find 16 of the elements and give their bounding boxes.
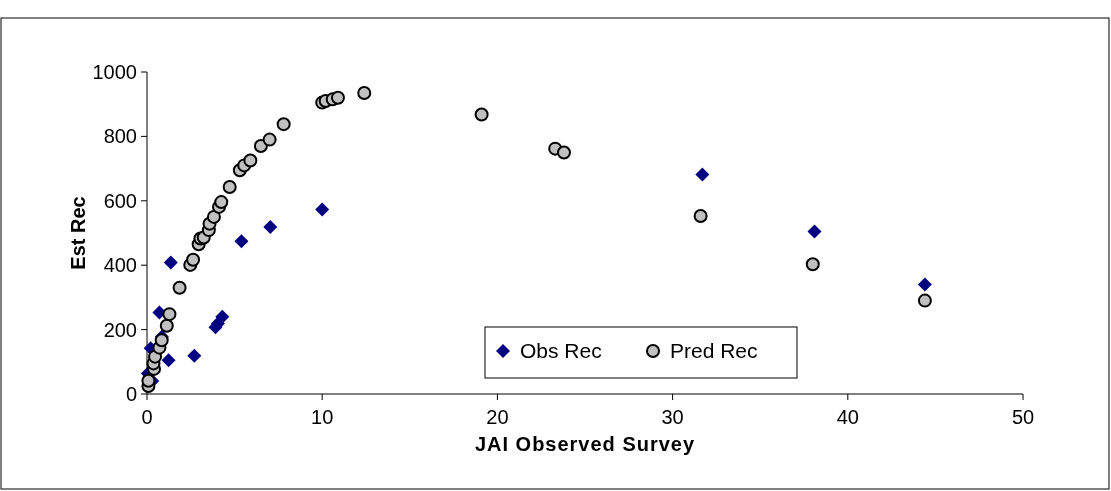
x-tick-label: 10 bbox=[311, 406, 334, 428]
x-tick-label: 30 bbox=[661, 406, 684, 428]
x-tick-label: 40 bbox=[836, 406, 859, 428]
y-tick-label: 600 bbox=[103, 189, 137, 212]
y-tick-label: 1000 bbox=[92, 61, 137, 83]
legend-label: Obs Rec bbox=[520, 339, 602, 363]
y-tick-label: 200 bbox=[103, 318, 137, 341]
x-tick-label: 0 bbox=[141, 406, 153, 428]
y-tick-label: 400 bbox=[103, 254, 137, 277]
x-tick-label: 50 bbox=[1011, 406, 1035, 428]
y-tick-label: 0 bbox=[125, 383, 137, 405]
legend-label: Pred Rec bbox=[670, 339, 758, 363]
x-axis-title: JAI Observed Survey bbox=[474, 433, 696, 455]
y-tick-label: 800 bbox=[103, 125, 137, 148]
y-axis-title: Est Rec bbox=[67, 196, 89, 270]
x-tick-label: 20 bbox=[486, 406, 509, 428]
